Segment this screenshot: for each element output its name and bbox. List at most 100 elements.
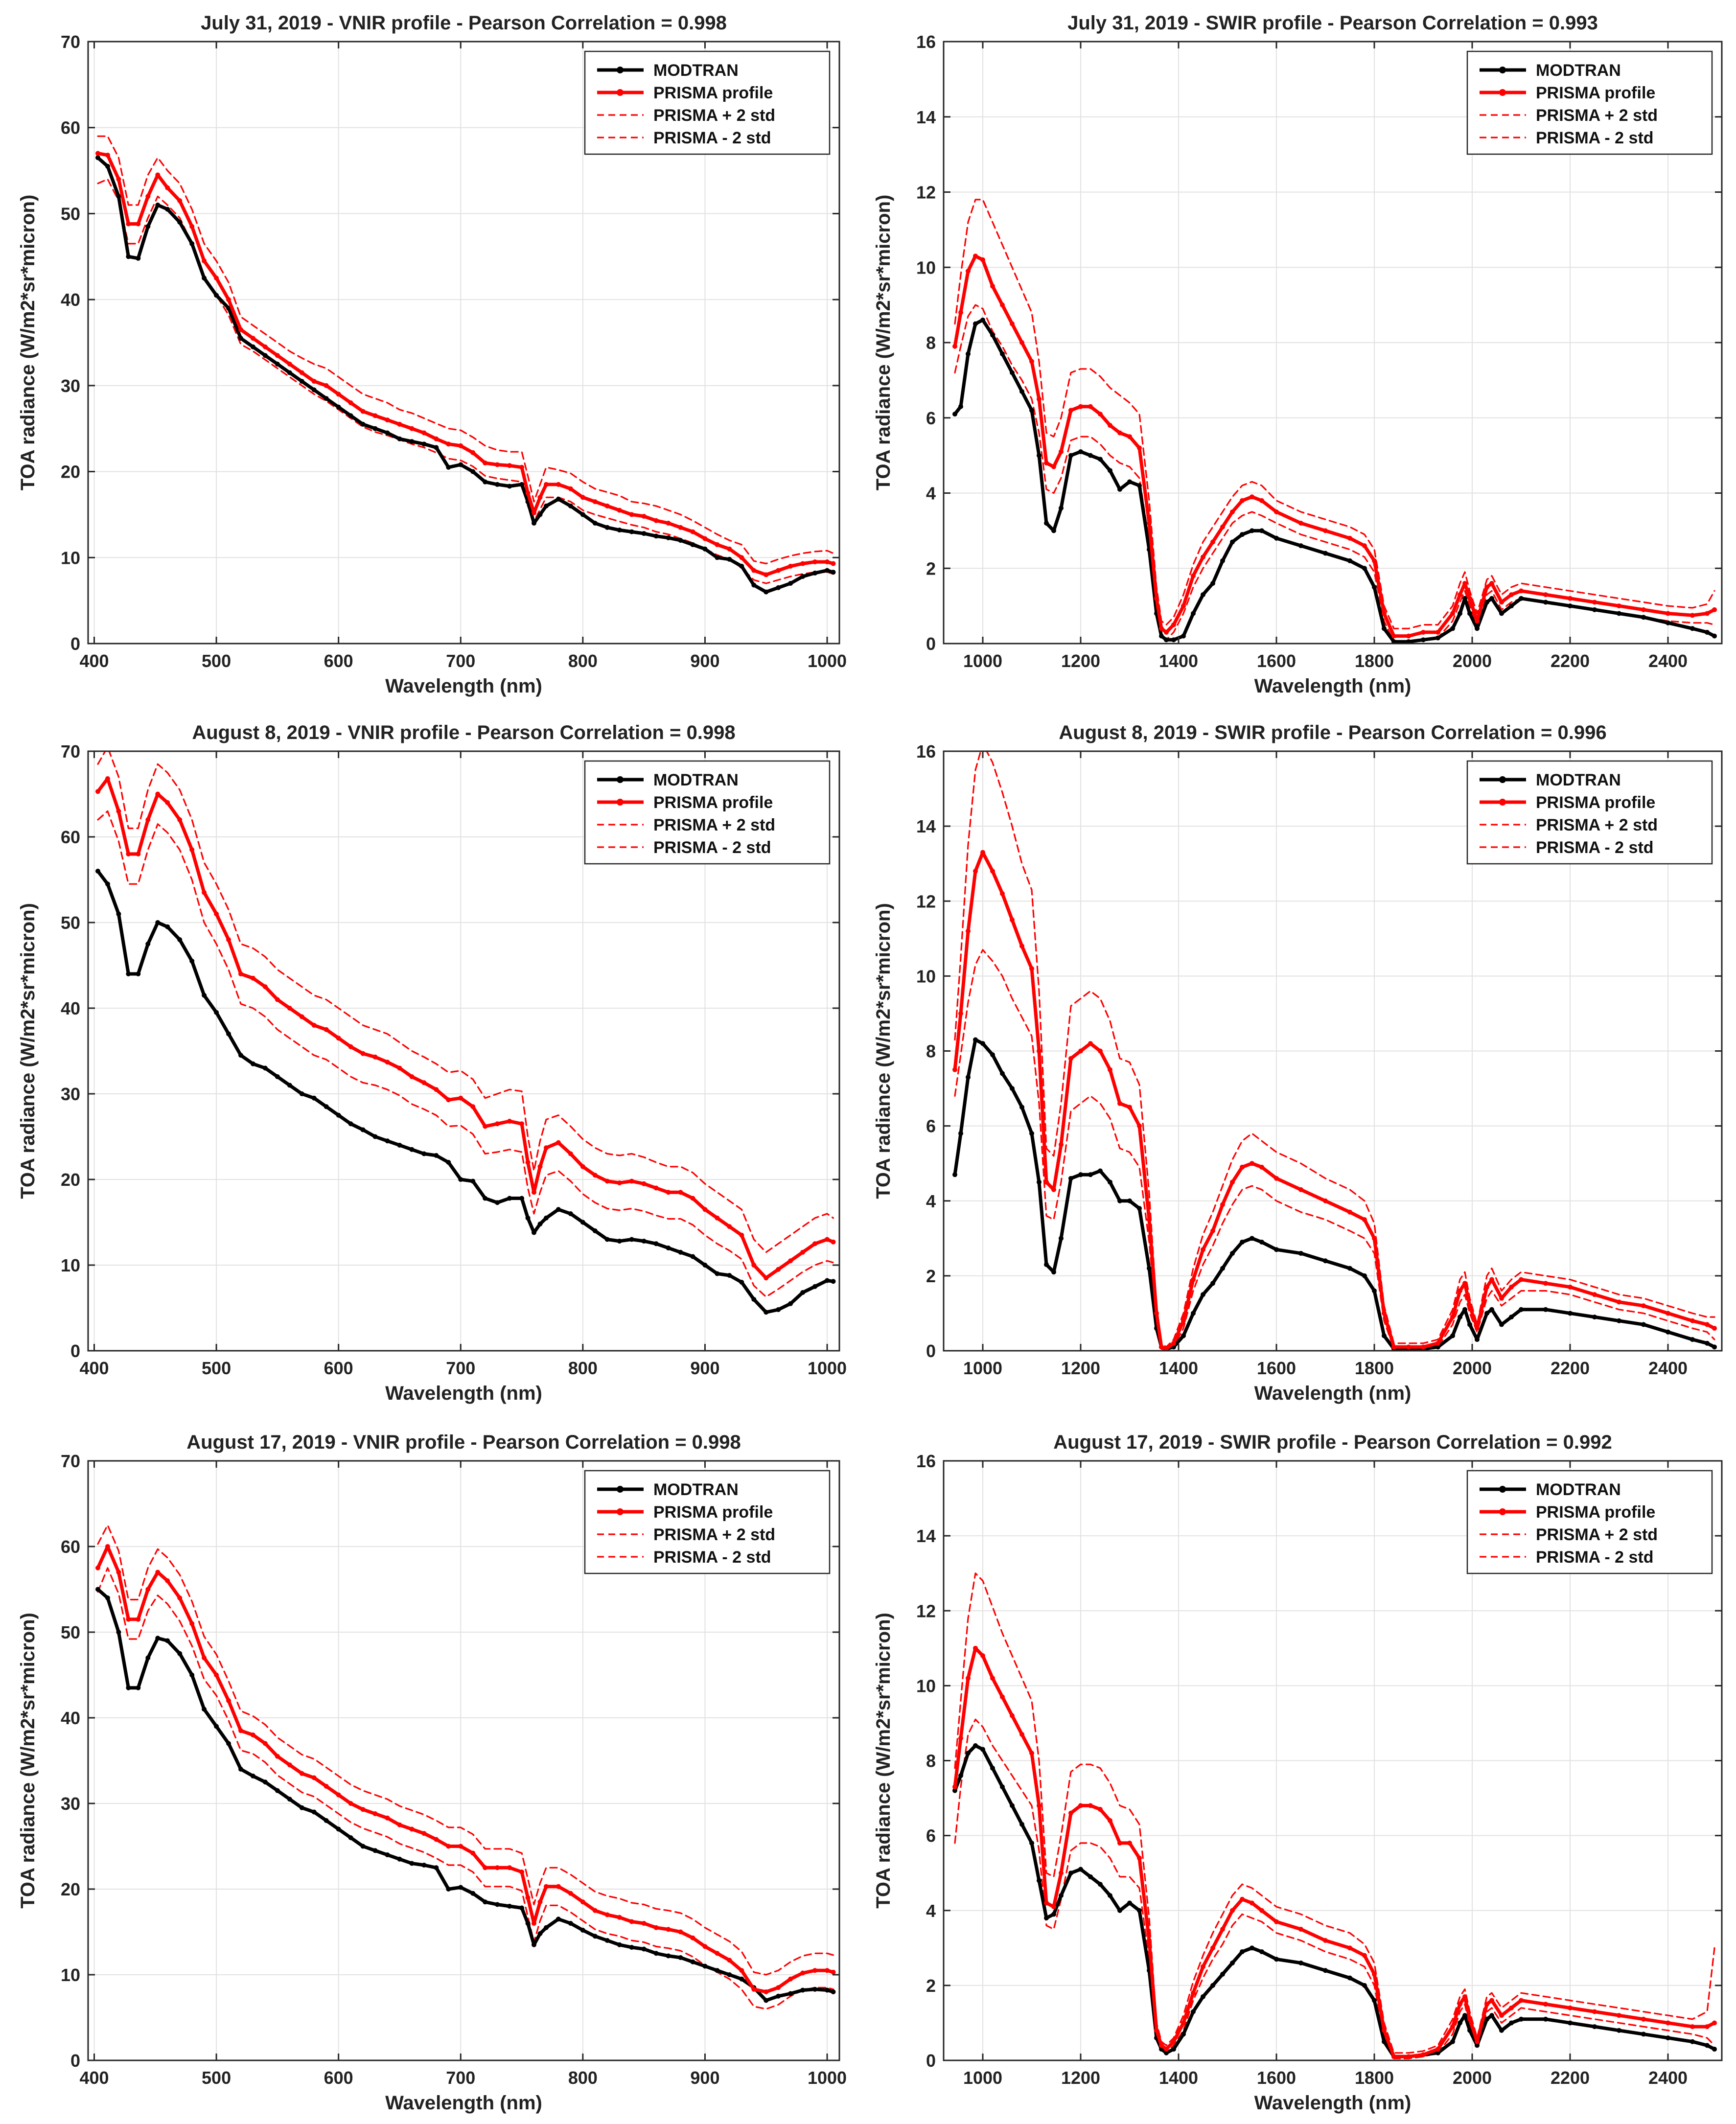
data-point-modtran [1450,626,1455,631]
data-point-prisma-profile [678,1190,683,1195]
data-point-modtran [1181,2032,1186,2037]
data-point-prisma-profile [653,1925,659,1930]
data-point-prisma-profile [592,1173,598,1178]
data-point-modtran [287,370,292,375]
data-point-modtran [1372,1998,1377,2003]
data-point-modtran [1435,1344,1440,1350]
data-point-prisma-profile [95,1565,100,1570]
legend-label: PRISMA + 2 std [653,816,775,834]
data-point-prisma-profile [155,172,161,178]
data-point-modtran [568,1211,573,1216]
y-tick-label: 10 [916,1676,936,1696]
data-point-modtran [556,1207,561,1212]
x-tick-label: 400 [79,651,109,671]
data-point-modtran [507,484,512,489]
data-point-modtran [372,1848,378,1853]
data-point-prisma-profile [177,198,183,204]
data-point-modtran [702,1963,708,1969]
data-point-modtran [1705,629,1710,635]
data-point-modtran [1240,532,1245,537]
data-point-prisma-profile [580,1164,585,1169]
data-point-prisma-profile [1617,603,1621,609]
data-point-prisma-profile [1592,600,1597,605]
data-point-prisma-profile [537,495,543,500]
data-point-modtran [727,556,732,562]
series-group [952,751,1717,1351]
data-point-prisma-profile [764,1989,769,1994]
data-point-modtran [1078,1867,1083,1872]
data-point-prisma-profile [1489,1277,1494,1282]
data-point-prisma-profile [519,1870,525,1874]
data-point-prisma-profile [629,1178,634,1184]
data-point-modtran [1037,453,1042,458]
data-point-prisma-profile [739,1232,744,1238]
data-point-modtran [214,293,219,298]
data-point-modtran [155,1636,161,1641]
data-point-modtran [727,1273,732,1278]
series-group [952,1572,1717,2059]
data-point-modtran [372,426,378,431]
data-point-modtran [629,529,634,534]
data-point-modtran [1088,1874,1093,1879]
data-point-modtran [1519,1307,1524,1312]
data-point-prisma-profile [641,1921,647,1926]
x-tick-label: 700 [446,2068,475,2088]
data-point-modtran [1499,2028,1504,2033]
data-point-modtran [764,589,769,595]
data-point-prisma-profile [189,847,195,853]
data-point-prisma-profile [470,450,476,455]
data-point-prisma-profile [250,1732,255,1737]
data-point-modtran [1019,389,1024,394]
data-point-prisma-profile [155,791,161,797]
data-point-modtran [1641,615,1646,620]
data-point-modtran [397,1856,402,1862]
data-point-modtran [1029,1840,1034,1846]
data-point-modtran [434,1153,439,1158]
data-point-prisma-profile [136,852,141,856]
data-point-modtran [543,503,549,508]
data-point-prisma-profile [831,561,836,566]
data-point-modtran [1037,1179,1042,1185]
data-point-prisma-profile [1543,2002,1548,2007]
data-point-modtran [1617,1318,1621,1323]
data-point-prisma-profile [1068,1810,1073,1816]
y-tick-label: 30 [61,376,80,396]
data-point-modtran [1543,600,1548,605]
legend: MODTRAN PRISMA profile PRISMA + 2 std PRISM… [1466,50,1713,155]
x-tick-label: 2400 [1648,651,1688,671]
data-point-modtran [95,1587,100,1592]
data-point-prisma-profile [336,1792,341,1798]
data-point-prisma-profile [617,1915,622,1920]
data-point-prisma-profile [495,1865,500,1870]
data-point-prisma-profile [1458,592,1462,598]
data-point-prisma-profile [580,495,585,500]
y-axis-label: TOA radiance (W/m2*sr*micron) [17,903,39,1199]
data-point-modtran [275,1074,280,1079]
data-point-prisma-profile [238,971,243,976]
data-point-prisma-profile [702,1207,708,1212]
data-point-modtran [966,1751,971,1756]
data-point-prisma-profile [1382,611,1387,616]
data-point-modtran [690,542,695,547]
data-point-prisma-profile [360,1051,366,1056]
data-point-modtran [990,332,995,338]
data-point-prisma-profile [1051,464,1056,469]
data-point-prisma-profile [226,1698,231,1703]
y-tick-label: 50 [61,204,80,224]
data-point-modtran [1059,1893,1064,1898]
data-point-prisma-profile [1391,1344,1396,1350]
data-point-modtran [1323,1258,1328,1264]
data-point-prisma-profile [1220,1927,1225,1932]
data-point-prisma-profile [116,177,121,182]
data-point-prisma-profile [385,1060,390,1065]
x-tick-label: 600 [324,2068,353,2088]
legend-label: MODTRAN [1536,61,1621,80]
data-point-prisma-profile [1362,1953,1367,1958]
data-point-prisma-profile [397,1065,402,1071]
data-point-modtran [470,1891,476,1896]
data-point-modtran [1098,457,1103,462]
data-point-modtran [262,1065,268,1071]
data-point-prisma-profile [1298,1187,1303,1192]
data-point-prisma-profile [1240,1164,1245,1170]
data-point-modtran [1137,1908,1142,1913]
